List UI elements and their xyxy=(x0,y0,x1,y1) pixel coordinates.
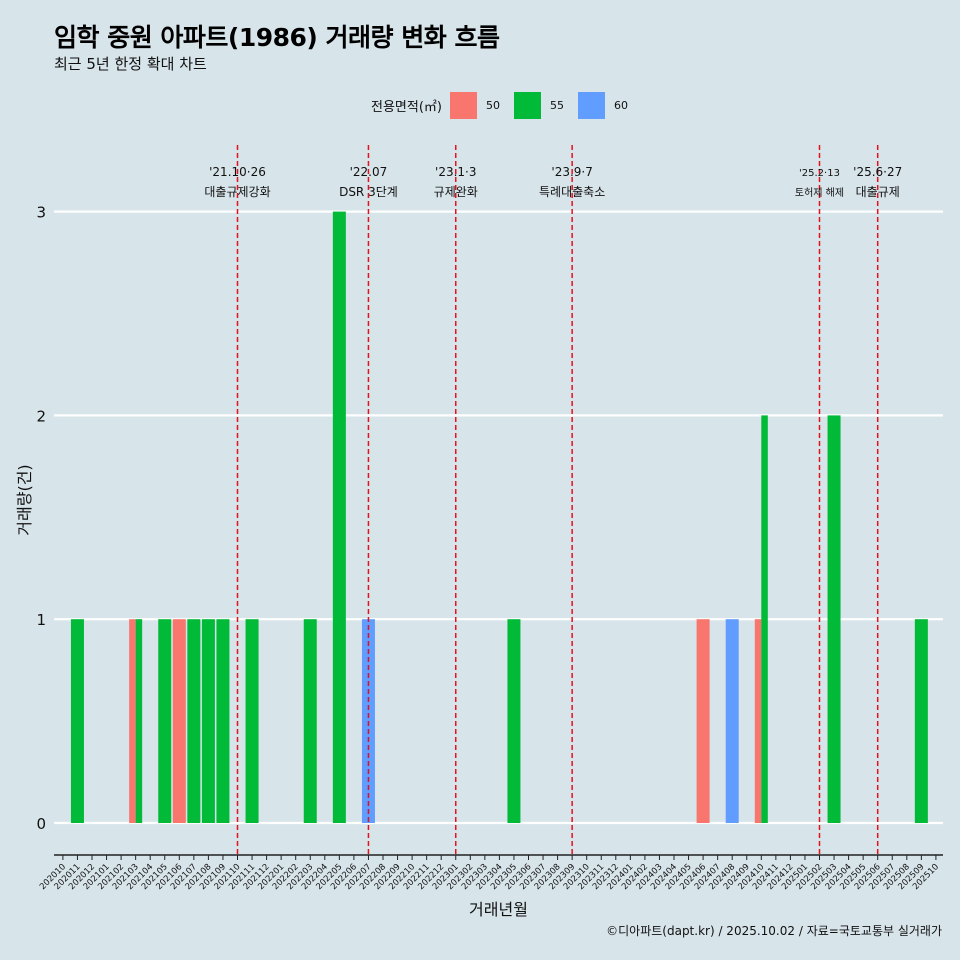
event-label-1: DSR 3단계 xyxy=(339,185,398,199)
bar-202406-50 xyxy=(696,619,710,823)
event-label-4: 토허제 해제 xyxy=(795,186,844,199)
bar-202410-55 xyxy=(761,415,768,823)
legend-label-50: 50 xyxy=(485,99,500,112)
event-date-0: '21.10·26 xyxy=(209,165,266,179)
event-label-0: 대출규제강화 xyxy=(204,185,270,199)
event-label-2: 규제완화 xyxy=(434,185,478,199)
event-date-5: '25.6·27 xyxy=(853,165,902,179)
bar-202106-50 xyxy=(172,619,186,823)
bar-202105-55 xyxy=(158,619,172,823)
legend-title: 전용면적(㎡) xyxy=(371,100,442,115)
bar-202203-55 xyxy=(303,619,317,823)
legend-swatch-55 xyxy=(513,92,541,119)
y-axis-title: 거래량(건) xyxy=(15,464,34,535)
y-tick-label-3: 3 xyxy=(36,204,46,222)
y-tick-label-2: 2 xyxy=(36,407,46,425)
event-date-2: '23.1·3 xyxy=(435,165,476,179)
bar-202205-55 xyxy=(332,211,346,824)
y-tick-label-0: 0 xyxy=(36,815,46,833)
legend-swatch-50 xyxy=(449,92,477,119)
event-date-1: '22.07 xyxy=(350,165,388,179)
bar-202503-55 xyxy=(827,415,841,823)
bar-202111-55 xyxy=(245,619,259,823)
source-caption: ©디아파트(dapt.kr) / 2025.10.02 / 자료=국토교통부 실… xyxy=(606,924,942,938)
event-label-3: 특례대출축소 xyxy=(539,185,605,199)
chart-title: 임학 중원 아파트(1986) 거래량 변화 흐름 xyxy=(54,23,500,52)
chart-subtitle: 최근 5년 한정 확대 차트 xyxy=(54,55,207,73)
event-label-5: 대출규제 xyxy=(856,185,900,199)
legend-item-50: 50 xyxy=(449,92,506,119)
legend-label-55: 55 xyxy=(549,99,564,112)
bar-202103-50 xyxy=(129,619,136,823)
bar-202509-55 xyxy=(914,619,928,823)
event-date-4: '25.2·13 xyxy=(799,168,840,179)
bar-202408-60 xyxy=(725,619,739,823)
event-date-3: '23.9·7 xyxy=(551,165,592,179)
bar-202305-55 xyxy=(507,619,521,823)
bar-202410-50 xyxy=(754,619,762,823)
bar-202109-55 xyxy=(216,619,230,823)
x-axis-title: 거래년월 xyxy=(469,900,528,919)
bar-202108-55 xyxy=(201,619,215,823)
legend-item-60: 60 xyxy=(577,92,634,119)
legend: 전용면적(㎡) 50 55 60 xyxy=(371,92,642,119)
legend-item-55: 55 xyxy=(513,92,570,119)
bar-202011-55 xyxy=(70,619,84,823)
legend-swatch-60 xyxy=(577,92,605,119)
y-tick-label-1: 1 xyxy=(36,611,46,629)
legend-label-60: 60 xyxy=(613,99,628,112)
bar-202103-55 xyxy=(135,619,143,823)
bar-202107-55 xyxy=(187,619,201,823)
